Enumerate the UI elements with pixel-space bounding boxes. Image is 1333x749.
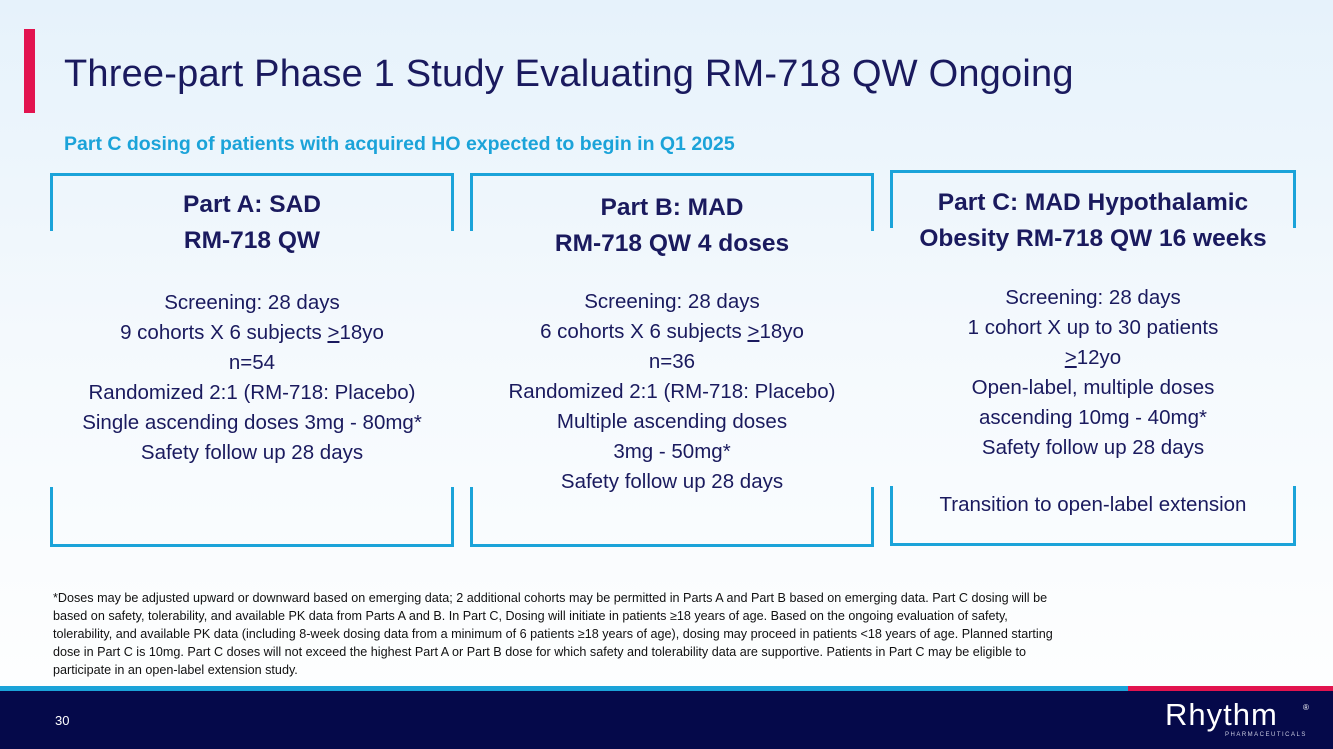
footer-stripe-blue [0,686,1128,691]
logo-subtitle: PHARMACEUTICALS [1225,732,1307,738]
screening-text: Screening: 28 days [1005,286,1181,309]
panel-part-c: Part C: MAD Hypothalamic Obesity RM-718 … [890,170,1296,546]
bracket-bottom [470,487,874,547]
title-accent-bar [24,29,35,113]
cohorts-text: 6 cohorts X 6 subjects >18yo [470,317,874,347]
cohorts-age: 18yo [759,320,804,343]
cohorts-text: 1 cohort X up to 30 patients [967,316,1219,339]
panel-title: Part A: SAD RM-718 QW [50,187,454,259]
extension-text: Transition to open-label extension [939,493,1247,516]
panel-part-b: Part B: MAD RM-718 QW 4 doses Screening:… [470,173,874,547]
panel-title-line: Obesity RM-718 QW 16 weeks [919,225,1267,252]
logo-wordmark: Rhythm [1165,697,1278,732]
safety-text: Safety follow up 28 days [981,436,1205,459]
doses-text: Single ascending doses 3mg - 80mg* [82,411,422,434]
footnote-line: based on safety, tolerability, and avail… [53,609,1008,623]
panel-part-a: Part A: SAD RM-718 QW Screening: 28 days… [50,173,454,547]
footnote-line: participate in an open-label extension s… [53,663,298,677]
ge-symbol: > [1064,346,1077,369]
bracket-bottom [890,486,1296,546]
panel-body: Screening: 28 days 1 cohort X up to 30 p… [890,283,1296,463]
panel-title: Part C: MAD Hypothalamic Obesity RM-718 … [890,185,1296,257]
bracket-top [470,173,874,231]
randomized-text: Randomized 2:1 (RM-718: Placebo) [88,381,416,404]
panel-body: Screening: 28 days 9 cohorts X 6 subject… [50,288,454,468]
footnote-line: *Doses may be adjusted upward or downwar… [53,591,1048,605]
rhythm-logo: Rhythm ® PHARMACEUTICALS [1165,697,1315,741]
panel-title-line: Part C: MAD Hypothalamic [937,189,1249,216]
cohorts-age: 18yo [339,321,384,344]
cohorts-prefix: 9 cohorts X 6 subjects [120,321,328,344]
n-text: n=54 [228,351,276,374]
screening-text: Screening: 28 days [584,290,760,313]
ge-symbol: > [327,321,340,344]
age-text: >12yo [890,343,1296,373]
age-value: 12yo [1076,346,1122,369]
doses-text: ascending 10mg - 40mg* [979,406,1207,429]
doses-text: Multiple ascending doses [556,410,788,433]
page-title: Three-part Phase 1 Study Evaluating RM-7… [64,53,1074,95]
footnote: *Doses may be adjusted upward or downwar… [53,589,1283,679]
footer-stripe-pink [1128,686,1333,691]
panel-title-line: RM-718 QW 4 doses [554,230,790,257]
logo-registered: ® [1303,703,1309,712]
bracket-top [890,170,1296,228]
footnote-line: dose in Part C is 10mg. Part C doses wil… [53,645,1027,659]
footnote-line: tolerability, and available PK data (inc… [53,627,1053,641]
panel-title-line: Part B: MAD [600,194,744,221]
page-subtitle: Part C dosing of patients with acquired … [64,133,735,155]
panel-title-line: RM-718 QW [183,227,321,254]
panel-title: Part B: MAD RM-718 QW 4 doses [470,190,874,262]
page-number: 30 [55,713,70,728]
cohorts-text: 9 cohorts X 6 subjects >18yo [50,318,454,348]
open-label-text: Open-label, multiple doses [971,376,1215,399]
ge-symbol: > [747,320,760,343]
randomized-text: Randomized 2:1 (RM-718: Placebo) [508,380,836,403]
cohorts-prefix: 6 cohorts X 6 subjects [540,320,748,343]
doses-range-text: 3mg - 50mg* [613,440,731,463]
footer-bar: 30 Rhythm ® PHARMACEUTICALS [0,691,1333,749]
bracket-top [50,173,454,231]
safety-text: Safety follow up 28 days [140,441,364,464]
bracket-bottom [50,487,454,547]
n-text: n=36 [648,350,696,373]
panel-title-line: Part A: SAD [183,191,321,218]
panel-body: Screening: 28 days 6 cohorts X 6 subject… [470,287,874,497]
safety-text: Safety follow up 28 days [560,470,784,493]
screening-text: Screening: 28 days [164,291,340,314]
